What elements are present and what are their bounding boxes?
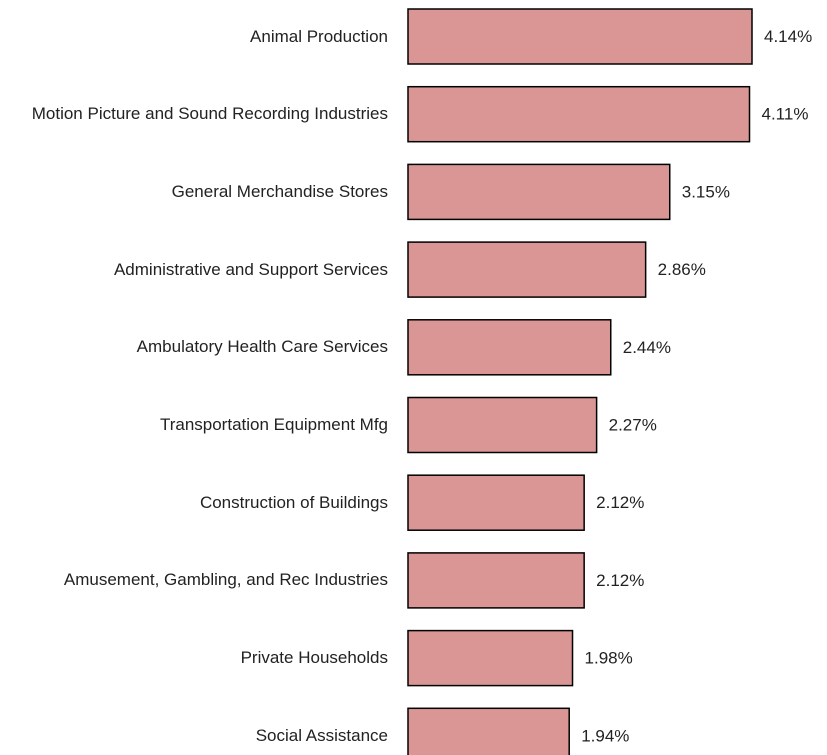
category-text: Animal Production — [250, 26, 388, 46]
category-label: Private Households — [10, 623, 388, 693]
data-label: 2.12% — [596, 493, 644, 512]
data-label: 2.27% — [609, 415, 657, 434]
category-text: General Merchandise Stores — [171, 181, 388, 201]
category-text: Private Households — [240, 648, 388, 668]
category-label: Amusement, Gambling, and Rec Industries — [10, 545, 388, 615]
category-text: Social Assistance — [255, 725, 388, 745]
data-label: 4.14% — [764, 27, 812, 46]
category-label: Administrative and Support Services — [10, 235, 388, 305]
data-label: 1.94% — [581, 726, 629, 745]
category-label: Transportation Equipment Mfg — [10, 390, 388, 460]
data-label: 3.15% — [682, 182, 730, 201]
bar — [407, 707, 570, 755]
bar — [407, 474, 585, 531]
category-label: General Merchandise Stores — [10, 157, 388, 227]
category-text: Construction of Buildings — [199, 492, 388, 512]
bar — [407, 241, 647, 298]
category-text: Transportation Equipment Mfg — [159, 415, 388, 434]
bar — [407, 8, 753, 65]
category-label: Social Assistance — [10, 701, 388, 755]
bar — [407, 85, 751, 143]
category-label: Construction of Buildings — [10, 468, 388, 538]
bar — [407, 319, 612, 376]
category-text: Amusement, Gambling, and Rec Industries — [63, 570, 388, 590]
data-label: 4.11% — [762, 105, 809, 124]
bar — [407, 629, 574, 687]
data-label: 1.98% — [585, 649, 633, 668]
bar — [407, 552, 585, 609]
data-label: 2.44% — [623, 338, 671, 357]
bar — [407, 163, 671, 221]
category-text: Administrative and Support Services — [113, 259, 388, 279]
category-label: Animal Production — [10, 2, 388, 72]
bar — [407, 396, 598, 454]
data-label: 2.86% — [658, 260, 706, 279]
data-label: 2.12% — [596, 571, 644, 590]
category-label: Motion Picture and Sound Recording Indus… — [10, 79, 388, 149]
category-text: Motion Picture and Sound Recording Indus… — [31, 104, 388, 124]
category-text: Ambulatory Health Care Services — [136, 337, 388, 357]
category-label: Ambulatory Health Care Services — [10, 312, 388, 382]
